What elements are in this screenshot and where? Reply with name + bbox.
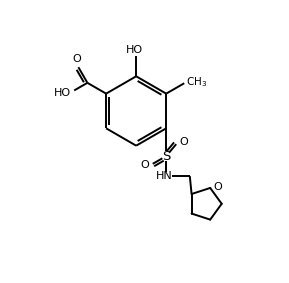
Text: O: O [179,136,188,147]
Text: HO: HO [54,88,71,98]
Text: HN: HN [155,171,172,181]
Text: O: O [72,54,81,65]
Text: S: S [162,150,171,162]
Text: O: O [214,183,222,192]
Text: O: O [140,160,149,170]
Text: HO: HO [126,45,143,55]
Text: CH$_3$: CH$_3$ [186,76,208,89]
